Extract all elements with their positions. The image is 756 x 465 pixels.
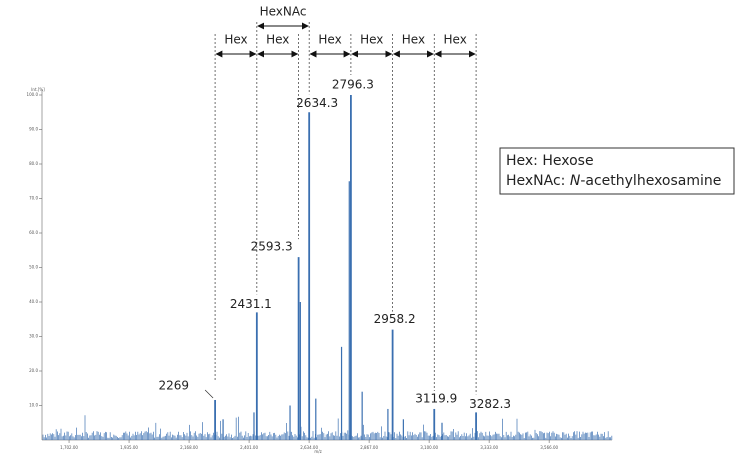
x-tick-label: 3,100.00 bbox=[420, 445, 438, 450]
y-tick-label: 30.0 bbox=[29, 334, 38, 339]
y-tick-label: 90.0 bbox=[29, 127, 38, 132]
peak-label: 2796.3 bbox=[332, 78, 374, 92]
y-axis-label: Int.[%] bbox=[31, 87, 45, 92]
arrow-label: Hex bbox=[444, 33, 467, 47]
y-tick-label: 20.0 bbox=[29, 368, 38, 373]
y-tick-label: 70.0 bbox=[29, 196, 38, 201]
x-tick-label: 3,333.00 bbox=[480, 445, 498, 450]
peak-label: 3282.3 bbox=[469, 397, 511, 411]
legend-entry: HexNAc: N-acethylhexosamine bbox=[506, 173, 721, 189]
x-tick-label: 2,401.00 bbox=[240, 445, 258, 450]
x-tick-label: 2,634.00 bbox=[300, 445, 318, 450]
peak-label: 2634.3 bbox=[296, 96, 338, 110]
legend-entry: Hex: Hexose bbox=[506, 153, 594, 169]
peak-label: 2269 bbox=[159, 378, 190, 392]
x-tick-label: 3,566.00 bbox=[540, 445, 558, 450]
x-tick-label: 1,935.00 bbox=[120, 445, 138, 450]
peak-label: 2958.2 bbox=[374, 312, 416, 326]
arrow-label: Hex bbox=[318, 33, 341, 47]
legend-text: Hex: Hexose bbox=[506, 153, 594, 169]
leader bbox=[204, 389, 214, 399]
x-axis-label: m/z bbox=[314, 449, 321, 454]
x-tick-label: 2,168.00 bbox=[180, 445, 198, 450]
y-tick-label: 40.0 bbox=[29, 299, 38, 304]
y-tick-label: 60.0 bbox=[29, 230, 38, 235]
legend-box bbox=[499, 147, 735, 195]
y-tick-label: 80.0 bbox=[29, 161, 38, 166]
arrow-label: Hex bbox=[266, 33, 289, 47]
x-tick-label: 1,702.00 bbox=[60, 445, 78, 450]
y-tick-label: 10.0 bbox=[29, 403, 38, 408]
arrow-label: Hex bbox=[224, 33, 247, 47]
y-tick-label: 50.0 bbox=[29, 265, 38, 270]
legend-text: N bbox=[570, 173, 581, 189]
peak-label: 2431.1 bbox=[230, 297, 272, 311]
x-tick-label: 2,867.00 bbox=[360, 445, 378, 450]
legend-text: -acethylhexosamine bbox=[580, 173, 721, 189]
arrow-label: HexNAc bbox=[260, 5, 307, 19]
arrow-label: Hex bbox=[360, 33, 383, 47]
peak-label: 2593.3 bbox=[251, 240, 293, 254]
y-tick-label: 100.0 bbox=[27, 92, 39, 97]
legend-text: HexNAc: bbox=[506, 173, 570, 189]
arrow-label: Hex bbox=[402, 33, 425, 47]
baseline-noise bbox=[42, 415, 613, 440]
peak-label: 3119.9 bbox=[415, 391, 457, 405]
